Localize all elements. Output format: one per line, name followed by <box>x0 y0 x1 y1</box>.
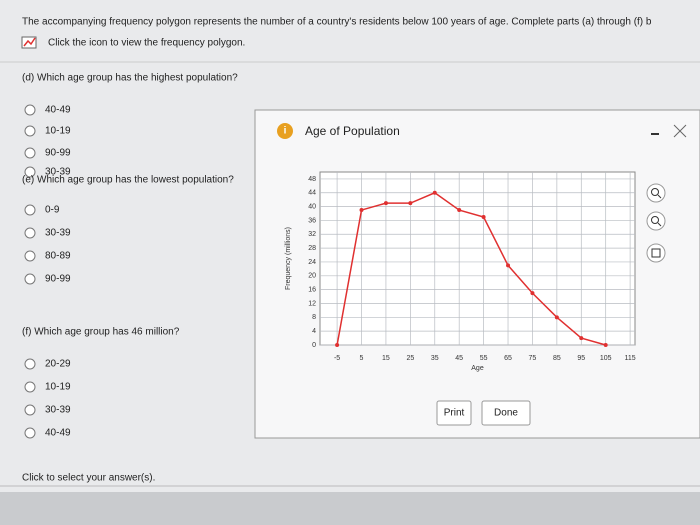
option-label[interactable]: 20-29 <box>45 359 71 370</box>
plot-area <box>319 171 636 346</box>
intro-text: The accompanying frequency polygon repre… <box>22 17 652 28</box>
x-tick-label: 75 <box>529 355 537 362</box>
popup-title: Age of Population <box>305 124 400 138</box>
y-tick-label: 20 <box>308 273 316 280</box>
x-tick-label: 45 <box>455 355 463 362</box>
link-text[interactable]: Click the icon to view the frequency pol… <box>48 38 245 49</box>
data-point <box>481 214 486 219</box>
data-point <box>554 315 559 320</box>
y-tick-label: 4 <box>312 328 316 335</box>
info-glyph: i <box>284 126 287 137</box>
y-tick-label: 44 <box>308 190 316 197</box>
data-point <box>432 190 437 195</box>
polygon-line <box>336 191 606 346</box>
y-tick-label: 36 <box>308 217 316 224</box>
radio-button[interactable] <box>24 358 36 370</box>
option-label[interactable]: 0-9 <box>45 205 60 216</box>
question-prompt: (e) Which age group has the lowest popul… <box>22 175 234 186</box>
radio-button[interactable] <box>24 104 36 116</box>
data-point <box>530 291 535 296</box>
radio-button[interactable] <box>24 227 36 239</box>
zoom-out[interactable] <box>646 211 666 231</box>
footer-text: Click to select your answer(s). <box>22 473 155 484</box>
x-tick-label: 115 <box>625 355 636 362</box>
option-label[interactable]: 30-39 <box>45 167 71 178</box>
questions: (d) Which age group has the highest popu… <box>22 73 238 439</box>
button-label[interactable]: Done <box>494 408 518 419</box>
button-label[interactable]: Print <box>444 408 465 419</box>
option-label[interactable]: 40-49 <box>45 428 71 439</box>
x-tick-label: 105 <box>600 355 612 362</box>
y-tick-label: 16 <box>308 286 316 293</box>
radio-button[interactable] <box>24 273 36 285</box>
y-tick-label: 40 <box>308 203 316 210</box>
option-label[interactable]: 30-39 <box>45 228 71 239</box>
data-point <box>603 343 608 347</box>
button[interactable] <box>436 400 472 426</box>
y-tick-label: 48 <box>308 176 316 183</box>
option-label[interactable]: 90-99 <box>45 148 71 159</box>
info-icon <box>277 123 293 139</box>
buttons: Print Done <box>436 400 531 426</box>
data-point <box>457 208 462 213</box>
y-tick-label: 0 <box>312 342 316 349</box>
x-tick-label: 25 <box>406 355 414 362</box>
data-point <box>335 343 340 347</box>
zoom-in[interactable] <box>646 183 666 203</box>
radio-button[interactable] <box>24 427 36 439</box>
question-prompt: (f) Which age group has 46 million? <box>22 327 180 338</box>
close[interactable] <box>673 124 687 138</box>
x-tick-label: 35 <box>431 355 439 362</box>
x-tick-label: 65 <box>504 355 512 362</box>
y-tick-label: 24 <box>308 259 316 266</box>
x-tick-label: 5 <box>360 355 364 362</box>
option-label[interactable]: 30-39 <box>45 405 71 416</box>
button[interactable] <box>481 400 531 426</box>
question-prompt: (d) Which age group has the highest popu… <box>22 73 238 84</box>
option-label[interactable]: 10-19 <box>45 126 71 137</box>
data-point <box>408 201 413 206</box>
radio-button[interactable] <box>24 166 36 178</box>
bottom-bar <box>0 492 700 525</box>
x-tick-label: 95 <box>577 355 585 362</box>
data-point <box>579 336 584 341</box>
x-tick-label: 15 <box>382 355 390 362</box>
x-tick-label: -5 <box>334 355 340 362</box>
option-label[interactable]: 80-89 <box>45 251 71 262</box>
y-axis-label: Frequency (millions) <box>285 227 292 290</box>
chart-icon-line <box>23 37 36 47</box>
y-tick-label: 12 <box>308 300 316 307</box>
radio-button[interactable] <box>24 147 36 159</box>
data-point <box>359 208 364 213</box>
option-label[interactable]: 40-49 <box>45 105 71 116</box>
y-tick-label: 28 <box>308 245 316 252</box>
radio-button[interactable] <box>24 381 36 393</box>
x-tick-label: 85 <box>553 355 561 362</box>
radio-button[interactable] <box>24 125 36 137</box>
radio-button[interactable] <box>24 250 36 262</box>
option-label[interactable]: 90-99 <box>45 274 71 285</box>
x-tick-label: 55 <box>480 355 488 362</box>
open-external[interactable] <box>646 243 666 263</box>
data-point <box>506 263 511 268</box>
option-label[interactable]: 10-19 <box>45 382 71 393</box>
y-tick-label: 32 <box>308 231 316 238</box>
x-axis-label: Age <box>471 365 484 372</box>
radio-button[interactable] <box>24 404 36 416</box>
radio-button[interactable] <box>24 204 36 216</box>
y-tick-label: 8 <box>312 314 316 321</box>
data-point <box>383 201 388 206</box>
